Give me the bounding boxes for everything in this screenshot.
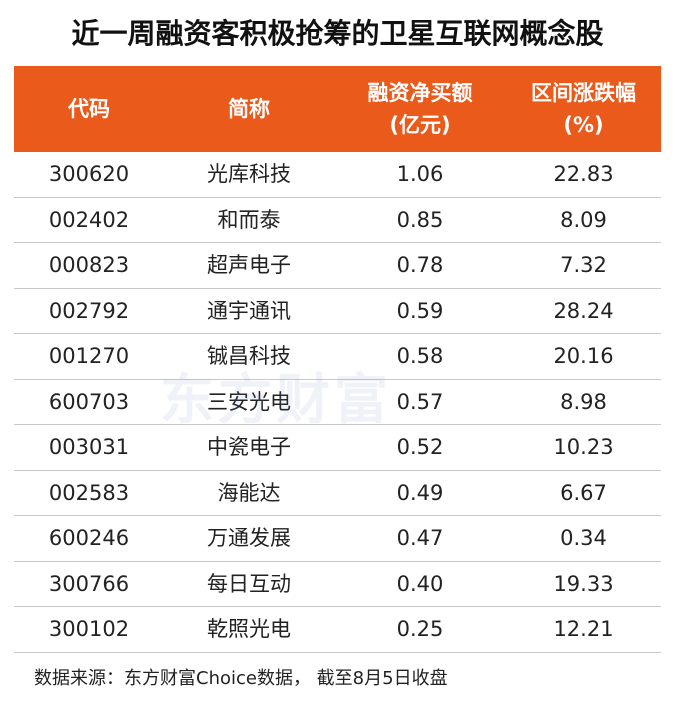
table-cell: 通宇通讯	[207, 298, 291, 323]
table-cell: 20.16	[553, 344, 614, 368]
table-cell: 300766	[48, 571, 130, 596]
table-cell: 乾照光电	[207, 617, 291, 641]
table-header: 代码 简称 融资净买额 (亿元) 区间涨跌幅 (%)	[14, 66, 661, 152]
table-cell: 0.52	[396, 435, 444, 459]
header-text: 代码	[68, 97, 110, 121]
table-row: 002792 通宇通讯 0.59 28.24	[14, 289, 661, 334]
table-cell: 和而泰	[217, 207, 281, 232]
table-cell: 001270	[48, 344, 130, 368]
table-cell: 0.25	[396, 617, 444, 641]
table-row: 002583 海能达 0.49 6.67	[14, 471, 661, 516]
table-cell: 0.59	[396, 298, 444, 323]
table-cell: 7.32	[560, 253, 607, 277]
table-cell: 0.57	[396, 389, 444, 414]
table-cell: 每日互动	[207, 571, 291, 596]
title: 近一周融资客积极抢筹的卫星互联网概念股	[71, 17, 604, 50]
table-cell: 万通发展	[207, 526, 291, 550]
table-row: 300766 每日互动 0.40 19.33	[14, 562, 661, 607]
table-cell: 0.78	[396, 253, 444, 277]
header-cell: 区间涨跌幅 (%)	[506, 66, 661, 152]
table-cell: 600703	[48, 389, 130, 414]
table-row: 001270 铖昌科技 0.58 20.16	[14, 334, 661, 380]
table-row: 600703 三安光电 0.57 8.98	[14, 380, 661, 425]
table-cell: 002402	[48, 207, 130, 232]
table-cell: 22.83	[553, 162, 614, 186]
table-cell: 8.09	[560, 207, 607, 232]
table-cell: 003031	[48, 435, 130, 459]
table-cell: 0.47	[396, 526, 444, 550]
table-row: 300620 光库科技 1.06 22.83	[14, 152, 661, 198]
table-cell: 0.85	[396, 207, 444, 232]
table-cell: 300620	[48, 162, 130, 186]
header-cell: 简称	[164, 66, 334, 152]
table-cell: 19.33	[553, 571, 614, 596]
table-cell: 0.34	[560, 526, 607, 550]
table-cell: 000823	[48, 253, 130, 277]
table-cell: 1.06	[396, 162, 444, 186]
table-cell: 10.23	[553, 435, 614, 459]
table-cell: 中瓷电子	[207, 435, 291, 459]
footer: 数据来源：东方财富Choice数据， 截至8月5日收盘	[34, 668, 448, 689]
header-text: 融资净买额	[367, 81, 473, 105]
table-row: 002402 和而泰 0.85 8.09	[14, 198, 661, 243]
table-row: 300102 乾照光电 0.25 12.21	[14, 607, 661, 653]
table-row: 000823 超声电子 0.78 7.32	[14, 243, 661, 289]
table-cell: 28.24	[553, 298, 614, 323]
header-cell: 代码	[14, 66, 164, 152]
table-cell: 三安光电	[207, 389, 291, 414]
header-text: 简称	[228, 97, 270, 121]
header-text: 区间涨跌幅	[531, 81, 636, 105]
table-cell: 0.40	[396, 571, 444, 596]
header-cell: 融资净买额 (亿元)	[334, 66, 506, 152]
watermark: 东方财富	[160, 368, 392, 431]
table-cell: 超声电子	[207, 253, 291, 277]
table-cell: 铖昌科技	[207, 344, 291, 368]
table-cell: 光库科技	[207, 162, 291, 186]
table-row: 003031 中瓷电子 0.52 10.23	[14, 425, 661, 471]
table-cell: 600246	[48, 526, 130, 550]
table-cell: 002583	[48, 480, 130, 505]
table-cell: 002792	[48, 298, 130, 323]
table-cell: 海能达	[217, 480, 281, 505]
table-row: 600246 万通发展 0.47 0.34	[14, 516, 661, 562]
table-cell: 0.49	[396, 480, 444, 505]
table-cell: 8.98	[560, 389, 607, 414]
table-cell: 0.58	[396, 344, 444, 368]
table-cell: 6.67	[560, 480, 607, 505]
header-text: (%)	[563, 113, 604, 137]
header-text: (亿元)	[389, 113, 451, 137]
table-cell: 12.21	[553, 617, 614, 641]
table-cell: 300102	[48, 617, 130, 641]
